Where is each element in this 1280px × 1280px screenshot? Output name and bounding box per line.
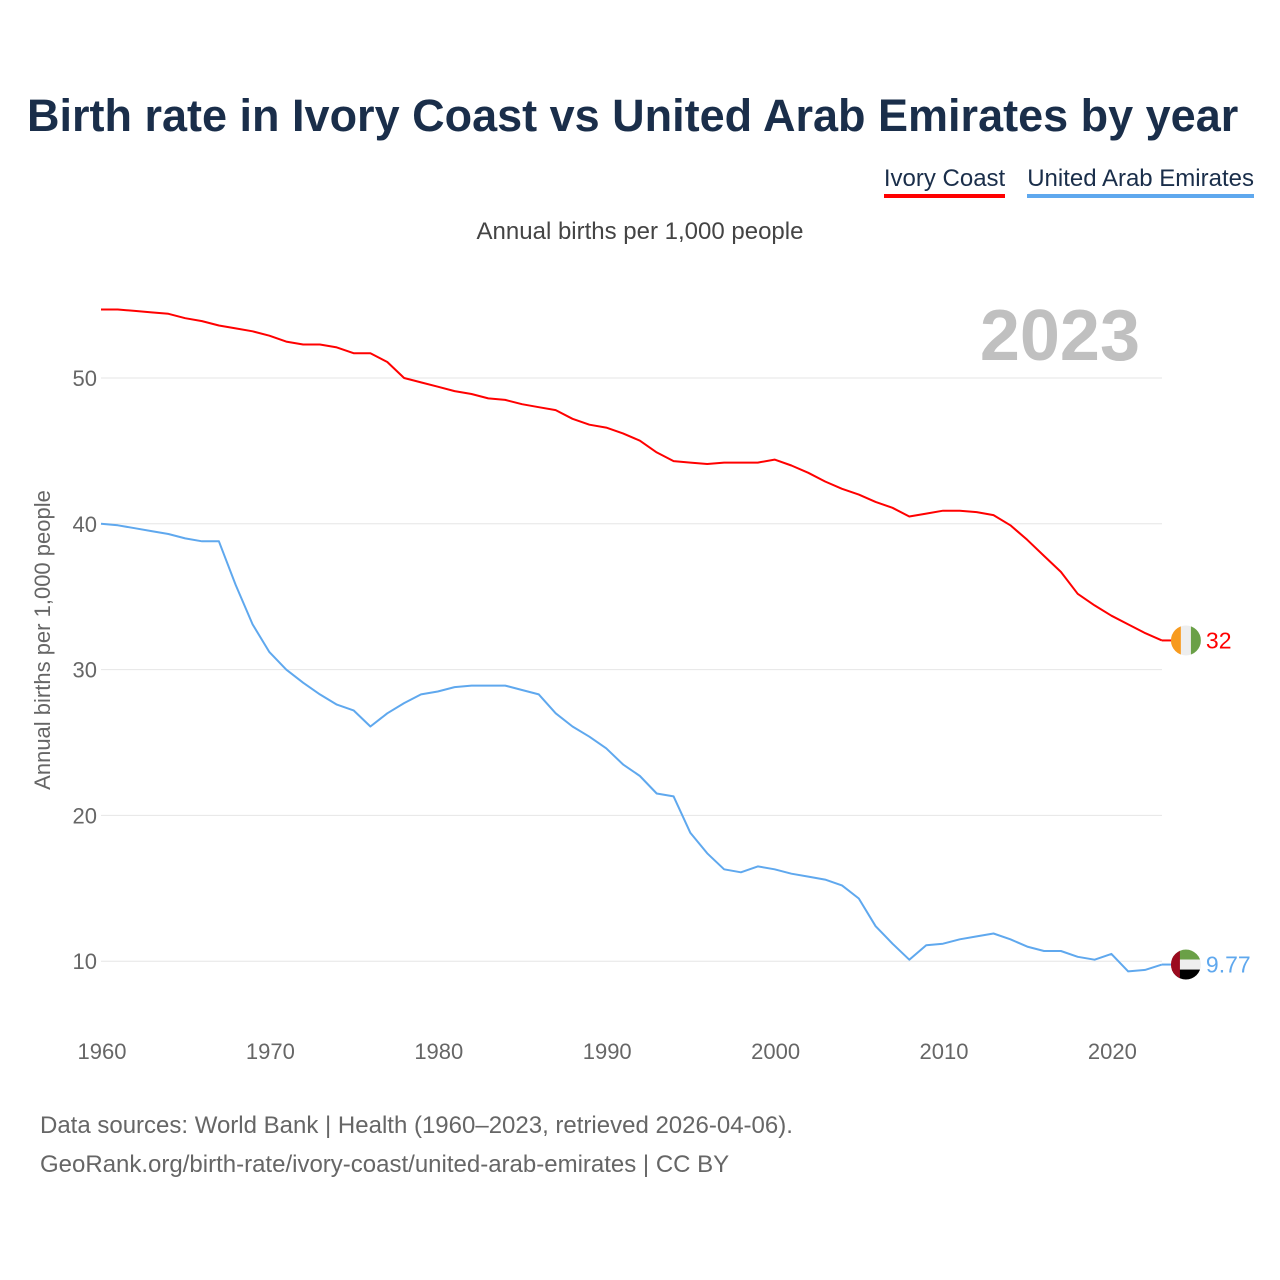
series-line-united-arab-emirates [100,522,1163,973]
legend-ivory-coast[interactable]: Ivory Coast [883,165,1006,198]
chart-title: Birth rate in Ivory Coast vs United Arab… [27,90,1239,141]
x-tick-label: 2000 [751,1039,800,1064]
y-tick-label: 30 [73,658,97,683]
ivory-coast-flag-icon [1170,625,1201,656]
x-tick-label: 1960 [78,1039,127,1064]
series-line-ivory-coast [101,308,1163,642]
footer: Data sources: World Bank | Health (1960–… [40,1106,793,1184]
y-axis-label: Annual births per 1,000 people [30,490,55,790]
data-source: Data sources: World Bank | Health (1960–… [40,1112,793,1139]
legend: Ivory Coast United Arab Emirates [883,165,1254,198]
uae-flag-icon [1170,949,1201,980]
x-tick-label: 1980 [414,1039,463,1064]
y-tick-label: 40 [73,512,97,537]
x-tick-label: 2020 [1088,1039,1137,1064]
x-tick-label: 2010 [920,1039,969,1064]
end-value-label: 9.77 [1206,952,1251,978]
y-tick-label: 20 [73,803,97,828]
year-label: 2023 [980,296,1140,376]
legend-united-arab-emirates[interactable]: United Arab Emirates [1027,165,1254,198]
source-link[interactable]: GeoRank.org/birth-rate/ivory-coast/unite… [40,1151,730,1178]
y-tick-label: 10 [73,949,97,974]
y-tick-label: 50 [73,366,97,391]
chart-subtitle: Annual births per 1,000 people [476,218,804,245]
x-tick-label: 1990 [583,1039,632,1064]
x-tick-label: 1970 [246,1039,295,1064]
end-value-label: 32 [1206,627,1232,653]
